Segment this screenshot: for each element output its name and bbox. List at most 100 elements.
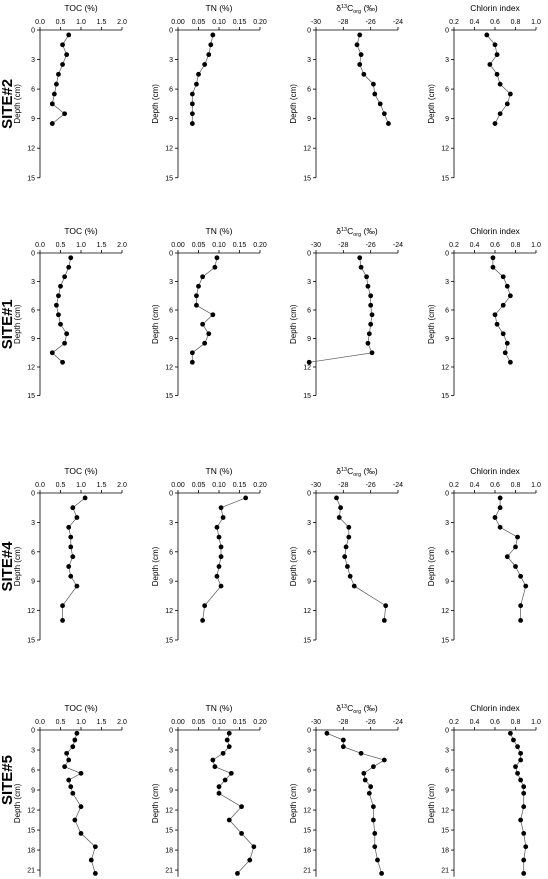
panel-d13c: δ13Corg (‰) -30 -28 -26 -24 0 3 6 9 12 15 Depth (cm… [289, 466, 403, 645]
y-tick-label: 21 [303, 868, 311, 875]
panel-title: TN (%) [206, 3, 233, 13]
data-point [368, 293, 374, 299]
data-point [68, 255, 74, 261]
data-point [381, 618, 387, 623]
data-point [523, 844, 529, 850]
x-tick-label: 0.0 [35, 19, 45, 26]
data-point [196, 71, 201, 77]
x-tick-label: 0.4 [470, 19, 480, 26]
x-tick-label: 0.0 [35, 719, 45, 726]
x-tick-label: -24 [393, 482, 403, 489]
data-point [306, 359, 312, 365]
y-tick-label: 18 [27, 848, 35, 855]
data-point [369, 350, 375, 356]
data-point [58, 283, 63, 289]
x-tick-label: 2.0 [117, 242, 127, 249]
y-tick-label: 3 [307, 748, 311, 755]
panel-title: δ13Corg (‰) [336, 226, 378, 238]
data-point [369, 312, 375, 318]
data-point [379, 871, 384, 876]
y-axis-label: Depth (cm) [13, 783, 22, 823]
y-tick-label: 0 [445, 28, 449, 35]
x-tick-label: 2.0 [117, 719, 127, 726]
data-point [521, 871, 527, 876]
x-tick-label: 0.05 [192, 482, 206, 489]
y-tick-label: 3 [169, 520, 173, 527]
data-point [497, 111, 503, 117]
data-point [228, 770, 234, 776]
data-point [371, 81, 376, 87]
panel-title: TN (%) [206, 226, 233, 236]
x-tick-label: -30 [311, 719, 321, 726]
data-point [521, 784, 527, 790]
data-point [371, 804, 376, 810]
series-line [510, 733, 527, 874]
y-tick-label: 6 [31, 549, 35, 556]
y-tick-label: 6 [307, 87, 311, 94]
data-point [70, 505, 76, 511]
y-tick-label: 21 [27, 868, 35, 875]
x-tick-label: -30 [311, 482, 321, 489]
x-tick-label: 0.20 [253, 19, 267, 26]
x-tick-label: 0.5 [56, 242, 66, 249]
x-tick-label: 1.5 [97, 482, 107, 489]
data-point [346, 524, 352, 530]
y-tick-label: 0 [445, 491, 449, 498]
data-point [492, 121, 498, 126]
y-tick-label: 12 [303, 808, 311, 815]
data-point [383, 603, 389, 609]
panel-tn: TN (%) 0.00 0.05 0.10 0.15 0.20 0 3 6 9 12 15 18 21 De… [151, 703, 267, 877]
data-point [362, 777, 368, 783]
x-tick-label: 0.6 [490, 19, 500, 26]
data-point [361, 770, 367, 776]
series-line [51, 34, 69, 124]
panel-title: TOC (%) [64, 466, 98, 476]
data-point [371, 817, 376, 823]
panel-d13c: δ13Corg (‰) -30 -28 -26 -24 0 3 6 9 12 15 18 21 Depth… [289, 703, 403, 877]
data-point [222, 777, 228, 783]
data-point [487, 62, 493, 67]
data-point [502, 350, 508, 356]
y-tick-label: 6 [445, 87, 449, 94]
x-tick-label: -30 [311, 19, 321, 26]
y-axis-label: Depth (cm) [289, 84, 298, 124]
data-point [371, 764, 376, 770]
y-tick-label: 15 [441, 828, 449, 835]
y-tick-label: 9 [307, 579, 311, 586]
y-tick-label: 0 [445, 251, 449, 258]
y-tick-label: 15 [303, 393, 311, 400]
x-tick-label: 1.0 [531, 482, 541, 489]
x-tick-label: -24 [393, 19, 403, 26]
data-point [239, 804, 244, 810]
y-tick-label: 3 [445, 57, 449, 64]
y-tick-label: 9 [445, 336, 449, 343]
x-tick-label: 1.5 [97, 242, 107, 249]
data-point [214, 524, 220, 530]
panel-title: δ13Corg (‰) [336, 3, 378, 15]
x-tick-label: -26 [366, 719, 376, 726]
data-point [364, 274, 369, 280]
site-row-2: SITE#4 TOC (%) 0.0 0.5 1.0 1.5 2.0 0 3 6 9 12 15 Dept… [0, 466, 541, 645]
data-point [366, 790, 372, 796]
data-point [372, 844, 378, 850]
x-tick-label: 0.15 [233, 482, 247, 489]
data-point [372, 91, 378, 97]
data-point [500, 302, 506, 308]
data-point [358, 264, 364, 270]
x-tick-label: 0.2 [449, 482, 459, 489]
series-line [309, 257, 373, 363]
data-point [60, 603, 65, 609]
y-axis-label: Depth (cm) [289, 304, 298, 344]
data-point [49, 101, 55, 107]
x-tick-label: 0.00 [171, 242, 185, 249]
site-label: SITE#1 [0, 299, 16, 349]
data-point [60, 62, 65, 67]
series-line [336, 497, 387, 621]
data-point [206, 331, 212, 337]
x-tick-label: 0.2 [449, 719, 459, 726]
data-point [513, 764, 518, 770]
x-tick-label: 0.6 [490, 242, 500, 249]
data-point [338, 505, 343, 511]
x-tick-label: 0.4 [470, 242, 480, 249]
data-point [492, 42, 498, 48]
